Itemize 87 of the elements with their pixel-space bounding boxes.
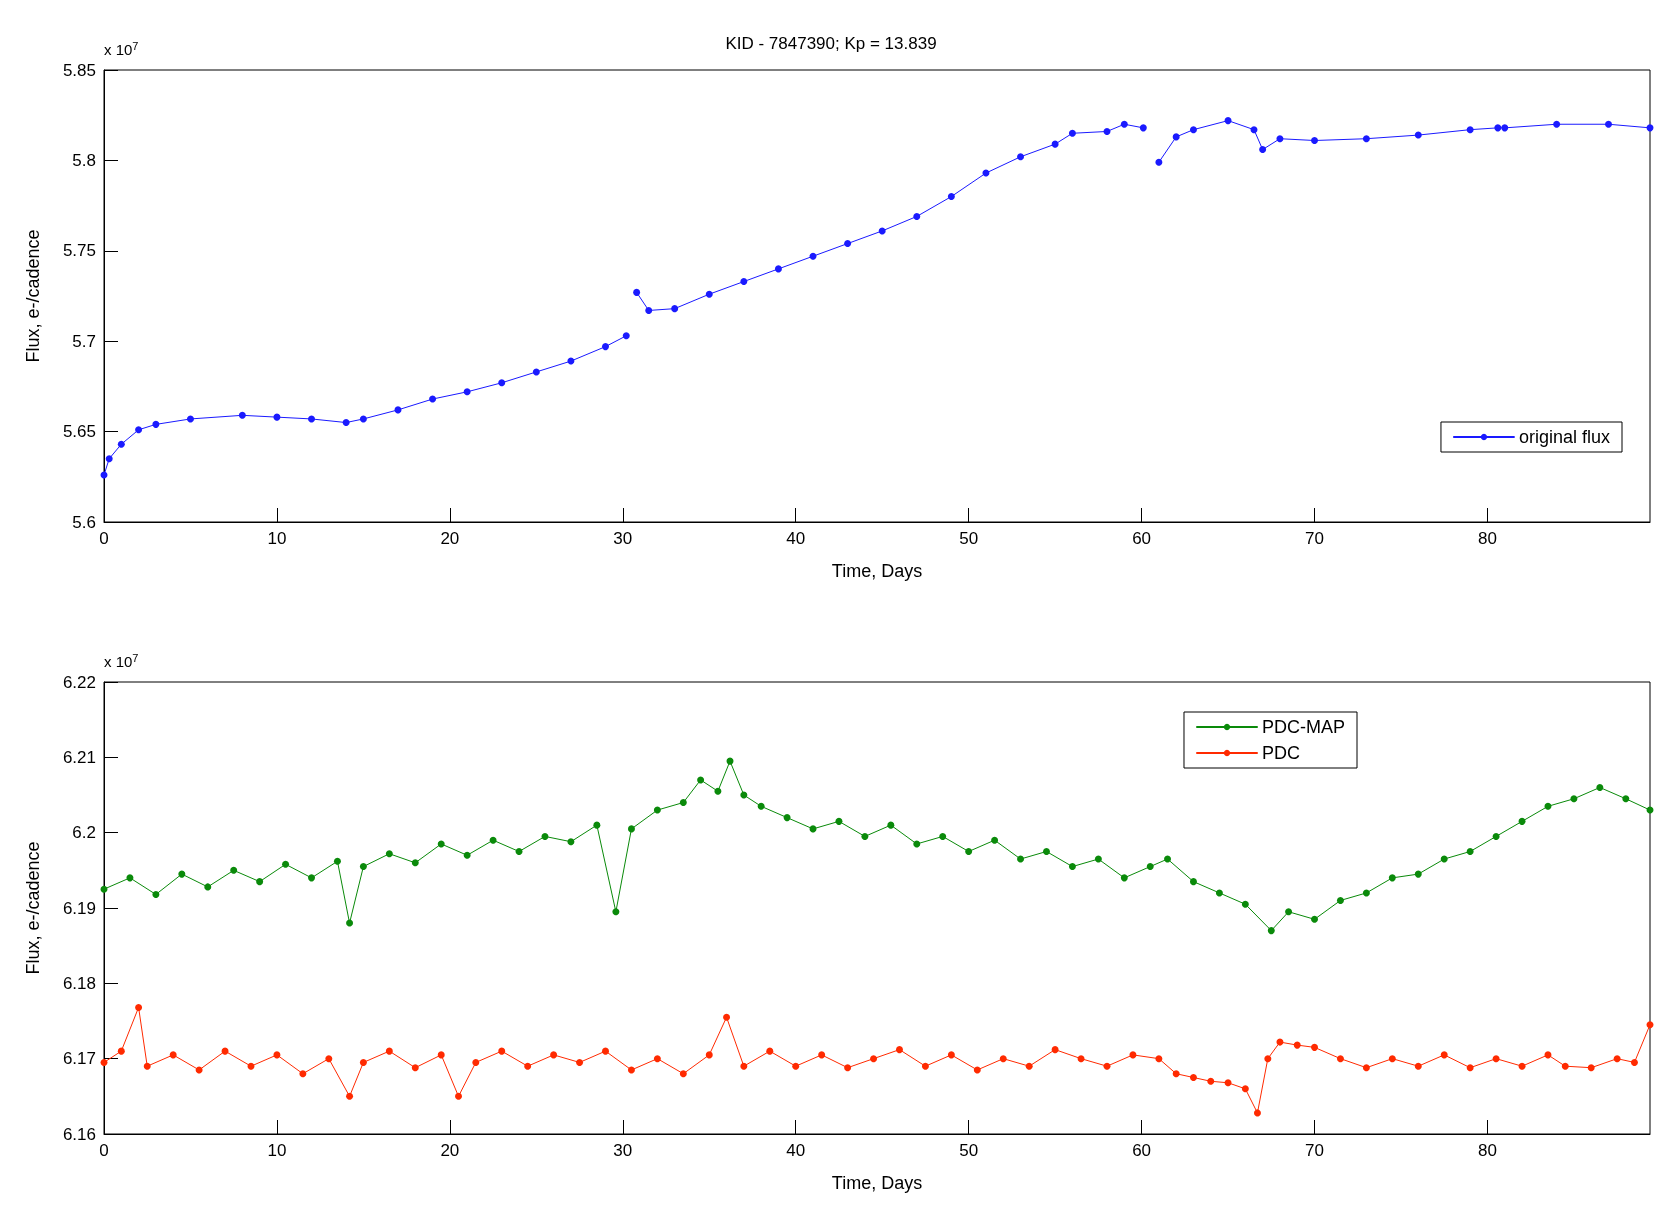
x-tick-label: 40: [786, 529, 806, 548]
point: [645, 306, 653, 314]
point: [844, 240, 852, 248]
point: [117, 440, 125, 448]
legend-label: original flux: [1518, 427, 1610, 447]
y-tick-label: 6.21: [62, 747, 96, 767]
legend-label: PDC: [1262, 743, 1301, 763]
point: [1103, 127, 1111, 135]
point: [671, 305, 679, 313]
point: [1553, 120, 1561, 128]
point: [1501, 124, 1509, 132]
x-tick-label: 70: [1305, 1141, 1324, 1160]
point: [152, 420, 160, 428]
x-tick-label: 50: [959, 1141, 979, 1160]
y-tick-label: 5.65: [62, 422, 96, 442]
point: [878, 227, 886, 235]
x-tick-label: 50: [959, 529, 979, 548]
point: [1259, 146, 1267, 154]
x-tick-label: 0: [99, 1141, 109, 1160]
point: [135, 426, 143, 434]
point: [947, 193, 955, 201]
point: [1155, 158, 1163, 166]
point: [1224, 117, 1232, 125]
y-tick-label: 5.7: [72, 331, 96, 351]
point: [913, 212, 921, 220]
point: [1414, 131, 1422, 139]
y-tick-label: 5.75: [62, 241, 96, 261]
y-tick-label: 6.19: [62, 898, 96, 918]
x-tick-label: 30: [613, 1141, 633, 1160]
point: [622, 332, 630, 340]
point: [1250, 126, 1258, 134]
y-tick-label: 6.2: [72, 823, 96, 843]
y-tick-label: 5.8: [72, 150, 96, 170]
point: [1494, 124, 1502, 132]
x-axis-title: Time, Days: [831, 561, 923, 581]
point: [809, 252, 817, 260]
point: [1189, 126, 1197, 134]
x-tick-label: 30: [613, 529, 633, 548]
point: [1017, 153, 1025, 161]
point: [1605, 120, 1612, 128]
point: [238, 411, 246, 419]
x-tick-label: 60: [1132, 1141, 1152, 1160]
x-tick-label: 0: [99, 529, 109, 548]
y-axis-title: Flux, e-/cadence: [23, 841, 43, 975]
y-tick-label: 6.22: [62, 672, 96, 692]
point: [602, 343, 609, 351]
x-tick-label: 10: [267, 1141, 287, 1160]
point: [1068, 129, 1076, 137]
point: [498, 379, 506, 387]
point: [774, 265, 782, 273]
x-tick-label: 20: [440, 1141, 460, 1160]
point: [463, 388, 471, 396]
y-tick-label: 6.16: [62, 1124, 96, 1144]
point: [1362, 135, 1370, 143]
y-tick-label: 5.6: [72, 512, 96, 532]
y-tick-label: 6.18: [62, 973, 96, 993]
y-tick-label: 6.17: [62, 1049, 96, 1069]
x-tick-label: 40: [786, 1141, 806, 1160]
point: [1276, 135, 1284, 143]
x-tick-label: 20: [440, 529, 460, 548]
point: [1311, 137, 1319, 145]
point: [740, 278, 748, 286]
point: [105, 455, 113, 463]
point: [342, 419, 350, 427]
point: [1172, 133, 1180, 141]
x-tick-label: 60: [1132, 529, 1152, 548]
point: [1120, 120, 1128, 128]
x-tick-label: 80: [1477, 529, 1497, 548]
y-axis-title: Flux, e-/cadence: [23, 229, 43, 363]
x-tick-label: 80: [1477, 1141, 1497, 1160]
point: [1139, 124, 1147, 132]
x-tick-label: 10: [267, 529, 287, 548]
point: [705, 290, 713, 298]
chart-title: KID - 7847390; Kp = 13.839: [725, 34, 937, 53]
point: [186, 415, 194, 423]
legend-label: PDC-MAP: [1262, 717, 1346, 737]
point: [273, 413, 281, 421]
x-tick-label: 70: [1305, 529, 1324, 548]
point: [532, 368, 540, 376]
point: [633, 288, 641, 296]
y-tick-label: 5.85: [62, 60, 96, 80]
point: [1466, 126, 1474, 134]
point: [308, 415, 316, 423]
point: [359, 415, 367, 423]
point: [1051, 140, 1059, 148]
point: [429, 395, 437, 403]
x-axis-title: Time, Days: [831, 1173, 923, 1193]
